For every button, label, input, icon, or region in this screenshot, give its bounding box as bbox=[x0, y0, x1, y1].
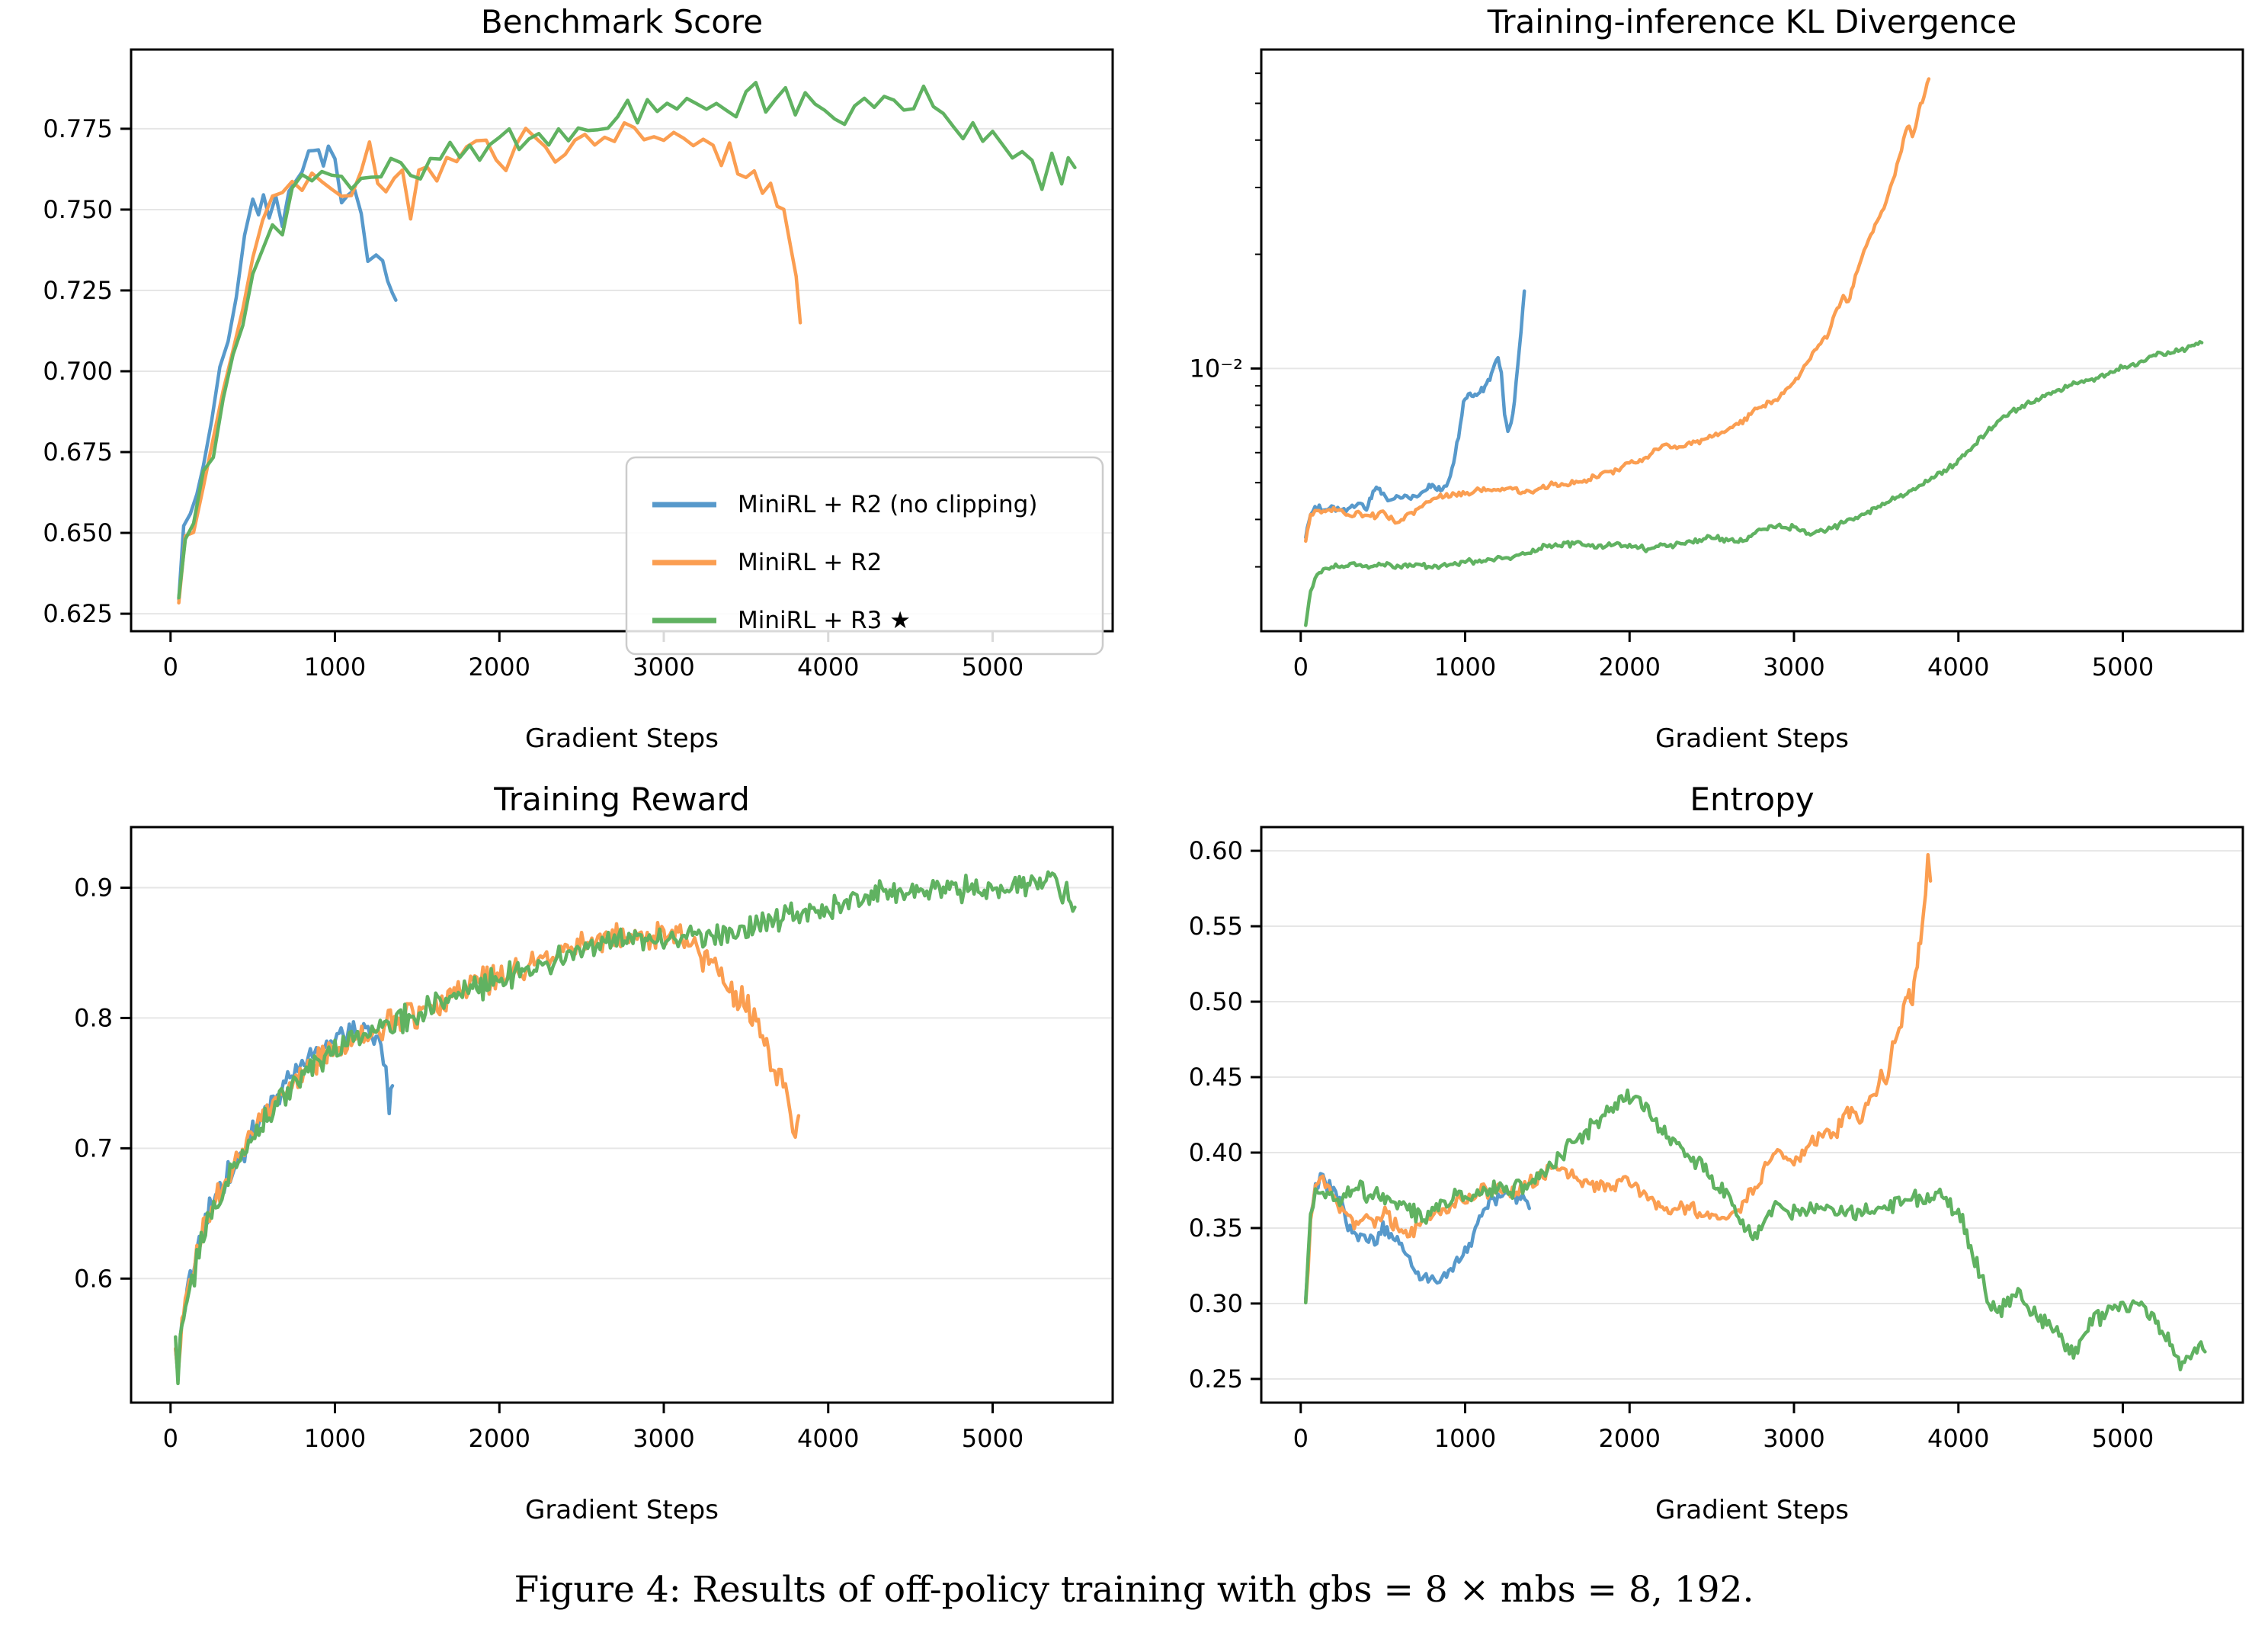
series-lines bbox=[174, 870, 1077, 1386]
chart-title-training-reward: Training Reward bbox=[493, 781, 750, 818]
y-tick-label: 0.7 bbox=[74, 1134, 113, 1163]
legend-entry-minirl-r2-no-clipping: MiniRL + R2 (no clipping) bbox=[652, 491, 1037, 518]
y-tick-label: 0.50 bbox=[1189, 987, 1243, 1016]
x-tick-label: 3000 bbox=[633, 653, 694, 681]
gridlines bbox=[1261, 850, 2243, 1380]
series-lines bbox=[177, 81, 1077, 605]
plot-spines bbox=[1260, 48, 2244, 633]
y-tick-label: 0.725 bbox=[43, 276, 113, 305]
y-tick-label: 0.55 bbox=[1189, 912, 1243, 941]
y-tick-label: 0.60 bbox=[1189, 836, 1243, 865]
x-tick-label: 4000 bbox=[1927, 653, 1989, 681]
line-minirl-r2 bbox=[1304, 852, 1933, 1304]
x-ticks: 0 1000 2000 3000 4000 5000 bbox=[1293, 631, 2154, 681]
x-tick-label: 1000 bbox=[1434, 653, 1496, 681]
legend-label: MiniRL + R2 (no clipping) bbox=[738, 491, 1037, 518]
x-tick-label: 1000 bbox=[1434, 1424, 1496, 1453]
x-tick-label: 3000 bbox=[1763, 653, 1824, 681]
y-ticks: 0.25 0.30 0.35 0.40 0.45 0.50 0.55 0.60 bbox=[1189, 836, 1261, 1393]
plot-spines bbox=[1260, 826, 2244, 1404]
legend: MiniRL + R2 (no clipping) MiniRL + R2 Mini… bbox=[625, 456, 1104, 656]
x-tick-label: 2000 bbox=[1599, 1424, 1661, 1453]
x-tick-label: 1000 bbox=[304, 653, 366, 681]
y-tick-label: 0.650 bbox=[43, 518, 113, 547]
line-minirl-r2 bbox=[1304, 77, 1931, 544]
x-tick-label: 0 bbox=[1293, 653, 1309, 681]
y-tick-label: 0.30 bbox=[1189, 1289, 1243, 1318]
chart-training-reward: 0 1000 2000 3000 4000 5000 0.6 0.7 0.8 0.9 Trainin… bbox=[74, 781, 1114, 1525]
y-tick-label: 10⁻² bbox=[1190, 354, 1243, 383]
chart-title-entropy: Entropy bbox=[1690, 781, 1814, 818]
x-tick-label: 1000 bbox=[304, 1424, 366, 1453]
y-tick-label: 0.625 bbox=[43, 599, 113, 628]
legend-box bbox=[625, 456, 1104, 656]
x-tick-label: 5000 bbox=[962, 653, 1023, 681]
line-minirl-r2-no-clipping bbox=[174, 1020, 395, 1377]
x-axis-label: Gradient Steps bbox=[525, 1495, 719, 1525]
x-tick-label: 2000 bbox=[469, 653, 530, 681]
series-lines bbox=[1304, 852, 2207, 1371]
x-tick-label: 5000 bbox=[2092, 653, 2154, 681]
x-tick-label: 0 bbox=[1293, 1424, 1309, 1453]
legend-entry-minirl-r3: MiniRL + R3 ★ bbox=[652, 607, 911, 634]
chart-title-training-inference-kl-divergence: Training-inference KL Divergence bbox=[1487, 3, 2017, 40]
x-tick-label: 4000 bbox=[797, 653, 859, 681]
line-minirl-r3 bbox=[177, 81, 1077, 600]
y-tick-label: 0.40 bbox=[1189, 1138, 1243, 1167]
y-ticks: 10⁻² bbox=[1190, 354, 1261, 383]
legend-label: MiniRL + R2 bbox=[738, 549, 882, 576]
line-minirl-r3 bbox=[174, 870, 1077, 1386]
chart-training-inference-kl-divergence: 0 1000 2000 3000 4000 5000 10⁻² Training-infere… bbox=[1190, 3, 2244, 754]
figure-caption: Figure 4: Results of off-policy training… bbox=[514, 1569, 1754, 1611]
line-minirl-r2-no-clipping bbox=[1304, 289, 1526, 540]
line-minirl-r3 bbox=[1304, 1088, 2207, 1371]
chart-entropy: 0 1000 2000 3000 4000 5000 0.25 0.30 0.35 0.40 0.4… bbox=[1189, 781, 2244, 1525]
x-axis-label: Gradient Steps bbox=[525, 723, 719, 754]
y-tick-label: 0.45 bbox=[1189, 1063, 1243, 1092]
x-tick-label: 0 bbox=[163, 653, 178, 681]
x-tick-label: 2000 bbox=[469, 1424, 530, 1453]
legend-entry-minirl-r2: MiniRL + R2 bbox=[652, 549, 882, 576]
x-tick-label: 5000 bbox=[962, 1424, 1023, 1453]
line-minirl-r2 bbox=[177, 120, 802, 605]
x-axis-label: Gradient Steps bbox=[1655, 1495, 1849, 1525]
x-tick-label: 3000 bbox=[633, 1424, 694, 1453]
y-tick-label: 0.700 bbox=[43, 357, 113, 386]
y-tick-label: 0.675 bbox=[43, 438, 113, 467]
y-tick-label: 0.8 bbox=[74, 1003, 113, 1032]
y-tick-label: 0.6 bbox=[74, 1264, 113, 1293]
plot-spines bbox=[130, 826, 1114, 1404]
plot-spines bbox=[130, 48, 1114, 633]
line-minirl-r2-no-clipping bbox=[1304, 1172, 1531, 1301]
y-ticks: 0.625 0.650 0.675 0.700 0.725 0.750 0.775 bbox=[43, 114, 131, 628]
x-ticks: 0 1000 2000 3000 4000 5000 bbox=[163, 1403, 1023, 1453]
chart-title-benchmark-score: Benchmark Score bbox=[481, 3, 763, 40]
y-tick-label: 0.25 bbox=[1189, 1365, 1243, 1393]
x-axis-label: Gradient Steps bbox=[1655, 723, 1849, 754]
y-tick-label: 0.750 bbox=[43, 195, 113, 224]
chart-benchmark-score: 0 1000 2000 3000 4000 5000 0.625 0.650 0.675 0.70… bbox=[43, 3, 1114, 754]
y-tick-label: 0.775 bbox=[43, 114, 113, 143]
x-tick-label: 5000 bbox=[2092, 1424, 2154, 1453]
x-tick-label: 3000 bbox=[1763, 1424, 1824, 1453]
x-tick-label: 4000 bbox=[1927, 1424, 1989, 1453]
gridlines bbox=[131, 127, 1113, 615]
x-ticks: 0 1000 2000 3000 4000 5000 bbox=[1293, 1403, 2154, 1453]
x-tick-label: 4000 bbox=[797, 1424, 859, 1453]
line-minirl-r3 bbox=[1304, 340, 2204, 627]
x-tick-label: 0 bbox=[163, 1424, 178, 1453]
y-tick-label: 0.35 bbox=[1189, 1214, 1243, 1243]
legend-label: MiniRL + R3 ★ bbox=[738, 607, 911, 634]
series-lines bbox=[1304, 77, 2204, 627]
x-tick-label: 2000 bbox=[1599, 653, 1661, 681]
y-ticks: 0.6 0.7 0.8 0.9 bbox=[74, 873, 131, 1293]
y-tick-label: 0.9 bbox=[74, 873, 113, 902]
y-minor-ticks bbox=[1255, 72, 1261, 568]
